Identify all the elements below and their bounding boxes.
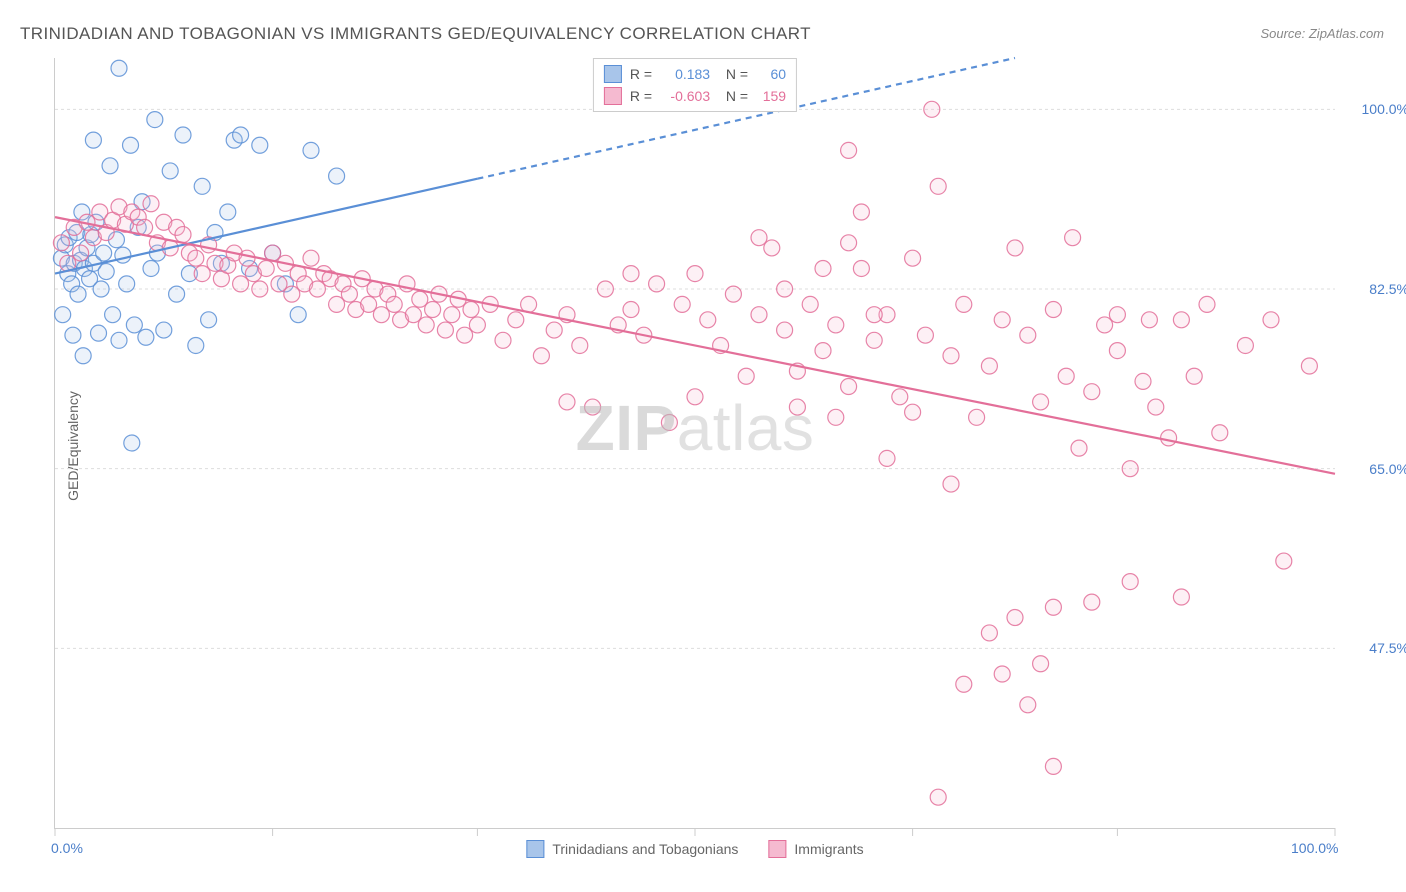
stats-row-series-0: R = 0.183 N = 60 — [604, 63, 786, 85]
y-tick-label: 65.0% — [1349, 461, 1406, 477]
swatch-series-1-b — [768, 840, 786, 858]
plot-area: ZIPatlas R = 0.183 N = 60 R = -0.603 N =… — [54, 58, 1335, 829]
chart-title: TRINIDADIAN AND TOBAGONIAN VS IMMIGRANTS… — [20, 24, 811, 44]
stats-row-series-1: R = -0.603 N = 159 — [604, 85, 786, 107]
stats-legend: R = 0.183 N = 60 R = -0.603 N = 159 — [593, 58, 797, 112]
source-label: Source: ZipAtlas.com — [1260, 26, 1384, 41]
y-tick-label: 47.5% — [1349, 640, 1406, 656]
series-legend: Trinidadians and Tobagonians Immigrants — [526, 840, 863, 858]
x-tick-label: 0.0% — [51, 840, 83, 856]
y-tick-label: 100.0% — [1349, 101, 1406, 117]
swatch-series-0 — [604, 65, 622, 83]
x-tick-label: 100.0% — [1291, 840, 1338, 856]
chart-svg — [55, 58, 1335, 828]
swatch-series-0-b — [526, 840, 544, 858]
legend-item-1: Immigrants — [768, 840, 863, 858]
legend-item-0: Trinidadians and Tobagonians — [526, 840, 738, 858]
swatch-series-1 — [604, 87, 622, 105]
y-tick-label: 82.5% — [1349, 281, 1406, 297]
